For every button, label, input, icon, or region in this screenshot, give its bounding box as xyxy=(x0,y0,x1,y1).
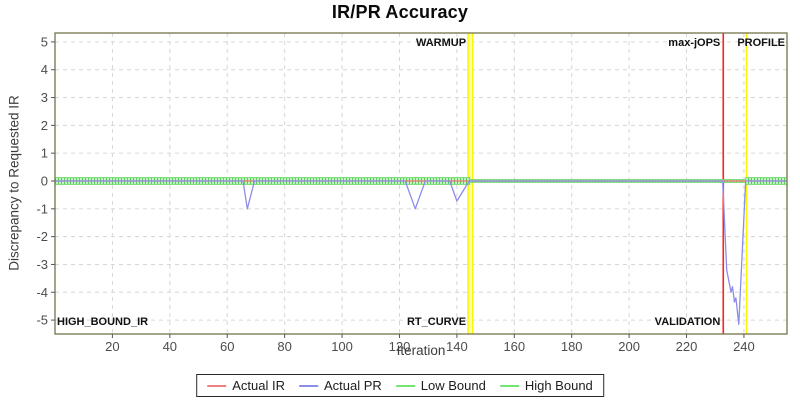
x-tick-label: 140 xyxy=(446,339,468,354)
high-bound-ir-label: HIGH_BOUND_IR xyxy=(57,316,148,328)
y-tick-label: 0 xyxy=(41,173,48,188)
x-tick-label: 240 xyxy=(733,339,755,354)
x-tick-label: 160 xyxy=(503,339,525,354)
phase-markers xyxy=(467,33,748,334)
legend-label: High Bound xyxy=(524,378,593,393)
y-tick-label: -5 xyxy=(36,313,48,328)
legend-swatch xyxy=(298,384,318,387)
legend-label: Low Bound xyxy=(420,378,486,393)
y-axis-title: Discrepancy to Requested IR xyxy=(6,95,22,271)
marker-labels: WARMUP RT_CURVE max-jOPS VALIDATION PROFILE H… xyxy=(57,37,785,328)
x-axis-title: Iteration xyxy=(396,343,446,358)
y-tick-label: 3 xyxy=(41,90,48,105)
x-tick-label: 60 xyxy=(220,339,234,354)
legend-item-actual-ir: Actual IR xyxy=(207,378,285,393)
validation-label: VALIDATION xyxy=(655,316,721,328)
high-bound-line xyxy=(55,177,787,181)
legend-swatch xyxy=(207,384,227,387)
y-tick-label: 4 xyxy=(41,62,48,77)
low-bound-line xyxy=(55,181,787,185)
warmup-label: WARMUP xyxy=(416,37,466,49)
max-jops-label: max-jOPS xyxy=(668,37,720,49)
warmup-band xyxy=(468,33,473,334)
x-tick-label: 40 xyxy=(163,339,177,354)
data-series xyxy=(55,177,787,325)
legend-item-low-bound: Low Bound xyxy=(395,378,486,393)
x-tick-label: 20 xyxy=(105,339,119,354)
x-tick-label: 80 xyxy=(277,339,291,354)
x-tick-label: 220 xyxy=(676,339,698,354)
x-tick-label: 120 xyxy=(389,339,411,354)
y-tick-label: -1 xyxy=(36,201,48,216)
y-tick-label: -3 xyxy=(36,257,48,272)
x-tick-label: 200 xyxy=(618,339,640,354)
legend-label: Actual IR xyxy=(232,378,285,393)
legend: Actual IR Actual PR Low Bound High Bound xyxy=(196,374,604,397)
axes-and-ticks: 20 40 60 80 100 120 140 160 180 200 220 240 5 4 3 2 1 0 -1… xyxy=(36,32,788,354)
legend-swatch xyxy=(499,384,519,387)
legend-label: Actual PR xyxy=(323,378,382,393)
rt-curve-label: RT_CURVE xyxy=(407,316,466,328)
x-tick-label: 100 xyxy=(331,339,353,354)
y-tick-label: 2 xyxy=(41,118,48,133)
plot-border xyxy=(54,32,788,335)
gridlines xyxy=(55,33,787,334)
y-tick-label: 5 xyxy=(41,34,48,49)
y-tick-label: -2 xyxy=(36,229,48,244)
x-tick-label: 180 xyxy=(561,339,583,354)
legend-swatch xyxy=(395,384,415,387)
chart-title: IR/PR Accuracy xyxy=(331,2,469,22)
actual-pr-line xyxy=(55,180,787,325)
legend-item-actual-pr: Actual PR xyxy=(298,378,382,393)
y-tick-label: -4 xyxy=(36,285,48,300)
legend-item-high-bound: High Bound xyxy=(499,378,593,393)
y-tick-label: 1 xyxy=(41,146,48,161)
profile-label: PROFILE xyxy=(737,37,785,49)
